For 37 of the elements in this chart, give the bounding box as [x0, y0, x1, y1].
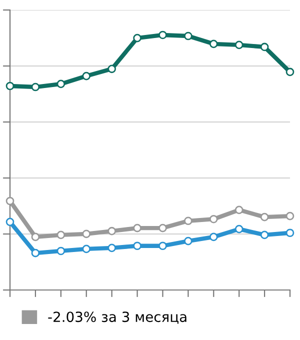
point — [209, 40, 218, 48]
point — [158, 224, 167, 232]
point — [6, 196, 14, 206]
point — [133, 242, 142, 250]
point — [260, 230, 269, 240]
point — [158, 30, 167, 40]
point — [260, 42, 269, 52]
point — [31, 248, 40, 258]
point — [286, 68, 294, 76]
point — [184, 216, 192, 226]
point — [286, 212, 294, 220]
point — [108, 64, 116, 74]
point — [184, 32, 192, 40]
legend-label: -2.03% за 3 месяца — [48, 312, 186, 324]
point — [133, 34, 142, 42]
point — [56, 246, 66, 256]
point — [6, 218, 14, 226]
point — [209, 214, 218, 224]
point — [31, 232, 40, 242]
point — [234, 224, 244, 234]
point — [286, 228, 294, 238]
point — [82, 244, 91, 254]
point — [82, 72, 91, 80]
point — [56, 80, 66, 88]
point — [133, 224, 142, 232]
point — [209, 232, 218, 242]
point — [108, 226, 116, 236]
point — [260, 212, 269, 222]
point — [108, 244, 116, 252]
point — [82, 230, 91, 238]
point — [234, 206, 244, 214]
point — [234, 40, 244, 50]
point — [6, 82, 14, 90]
point — [158, 242, 167, 250]
point — [184, 236, 192, 246]
point — [31, 82, 40, 92]
point — [56, 230, 66, 240]
